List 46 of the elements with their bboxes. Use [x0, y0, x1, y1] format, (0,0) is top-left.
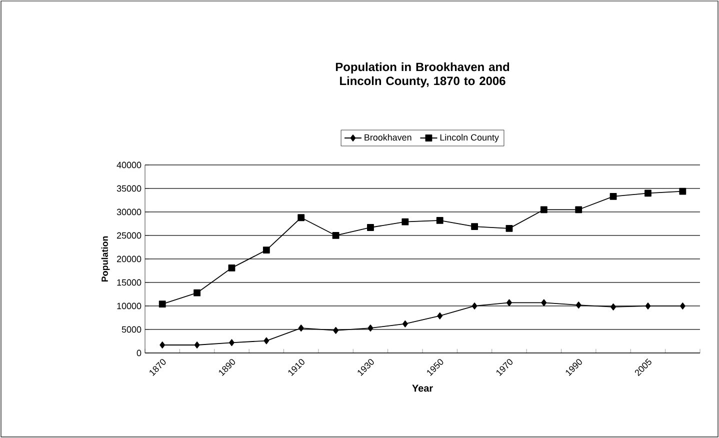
point — [368, 324, 374, 332]
point — [575, 206, 582, 214]
point — [541, 299, 547, 306]
point — [402, 218, 409, 226]
point — [228, 264, 236, 272]
point — [610, 303, 616, 310]
point — [471, 223, 478, 230]
point — [680, 302, 686, 310]
y-tick-label: 5000 — [122, 326, 142, 333]
y-axis-title: Population — [101, 236, 110, 282]
legend-label: Brookhaven — [364, 134, 412, 141]
point — [506, 224, 513, 232]
point — [402, 320, 408, 328]
y-tick-label: 15000 — [117, 279, 142, 286]
point — [194, 289, 200, 296]
point — [158, 300, 166, 308]
y-tick-label: 20000 — [117, 256, 142, 262]
point — [540, 206, 548, 214]
point — [229, 339, 234, 346]
y-tick-label: 25000 — [117, 232, 142, 239]
x-axis-title: Year — [412, 384, 433, 392]
point — [436, 216, 444, 224]
point — [262, 246, 270, 254]
point — [298, 324, 304, 332]
point — [298, 214, 305, 222]
point — [645, 302, 651, 310]
point — [472, 302, 478, 310]
legend-label: Lincoln County — [440, 134, 499, 142]
point — [264, 337, 270, 344]
point — [679, 188, 686, 195]
point — [332, 232, 340, 239]
y-tick-label: 10000 — [117, 302, 142, 310]
point — [610, 193, 617, 200]
point — [160, 342, 166, 348]
point — [576, 302, 582, 308]
chart-title: Population in Brookhaven and Lincoln County, 1870 to 2006 — [336, 62, 510, 88]
y-tick-label: 30000 — [116, 208, 142, 216]
point — [194, 342, 200, 348]
y-tick-label: 0 — [136, 350, 142, 356]
y-tick-label: 40000 — [116, 162, 142, 168]
point — [333, 326, 338, 334]
y-tick-label: 35000 — [116, 185, 142, 192]
point — [367, 224, 374, 231]
point — [644, 190, 652, 197]
point — [506, 299, 512, 306]
point — [437, 312, 443, 320]
